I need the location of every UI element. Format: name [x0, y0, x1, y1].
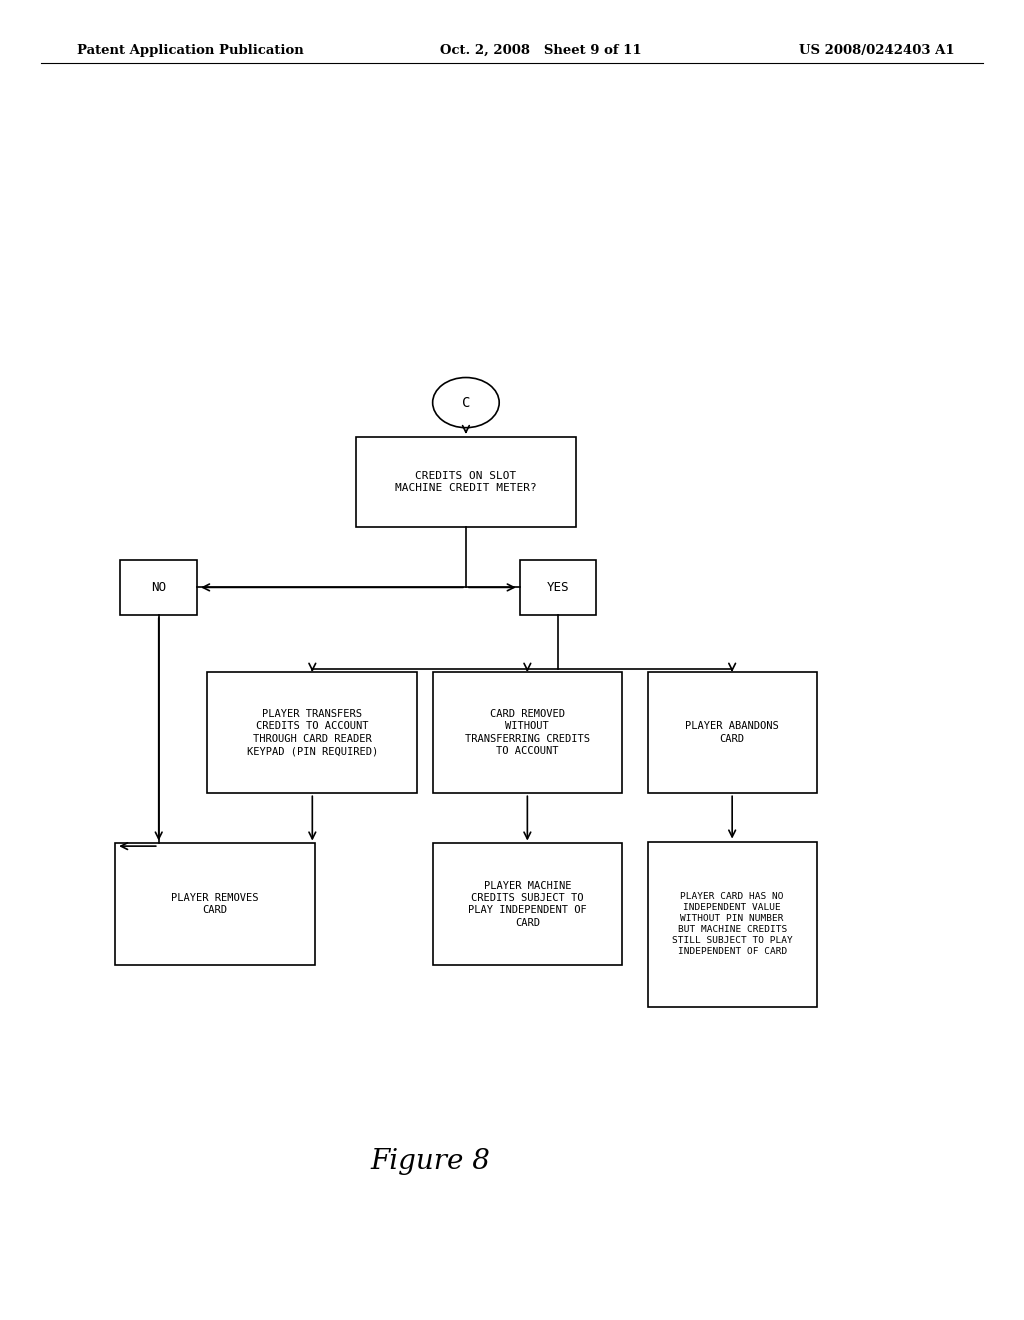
- Text: Oct. 2, 2008   Sheet 9 of 11: Oct. 2, 2008 Sheet 9 of 11: [440, 44, 642, 57]
- Text: PLAYER ABANDONS
CARD: PLAYER ABANDONS CARD: [685, 722, 779, 743]
- Text: NO: NO: [152, 581, 166, 594]
- Text: PLAYER REMOVES
CARD: PLAYER REMOVES CARD: [171, 894, 259, 915]
- Text: PLAYER TRANSFERS
CREDITS TO ACCOUNT
THROUGH CARD READER
KEYPAD (PIN REQUIRED): PLAYER TRANSFERS CREDITS TO ACCOUNT THRO…: [247, 709, 378, 756]
- Bar: [207, 672, 418, 793]
- Bar: [432, 843, 622, 965]
- Bar: [647, 842, 817, 1006]
- Text: CARD REMOVED
WITHOUT
TRANSFERRING CREDITS
TO ACCOUNT: CARD REMOVED WITHOUT TRANSFERRING CREDIT…: [465, 709, 590, 756]
- Text: CREDITS ON SLOT
MACHINE CREDIT METER?: CREDITS ON SLOT MACHINE CREDIT METER?: [395, 471, 537, 492]
- Bar: [115, 843, 315, 965]
- Bar: [356, 437, 575, 527]
- Bar: [647, 672, 817, 793]
- Text: Patent Application Publication: Patent Application Publication: [77, 44, 303, 57]
- Bar: [520, 560, 596, 615]
- Text: C: C: [462, 396, 470, 409]
- Text: YES: YES: [547, 581, 569, 594]
- Bar: [121, 560, 197, 615]
- Text: Figure 8: Figure 8: [370, 1148, 490, 1175]
- Bar: [432, 672, 622, 793]
- Text: US 2008/0242403 A1: US 2008/0242403 A1: [799, 44, 954, 57]
- Text: PLAYER MACHINE
CREDITS SUBJECT TO
PLAY INDEPENDENT OF
CARD: PLAYER MACHINE CREDITS SUBJECT TO PLAY I…: [468, 880, 587, 928]
- Text: PLAYER CARD HAS NO
INDEPENDENT VALUE
WITHOUT PIN NUMBER
BUT MACHINE CREDITS
STIL: PLAYER CARD HAS NO INDEPENDENT VALUE WIT…: [672, 892, 793, 956]
